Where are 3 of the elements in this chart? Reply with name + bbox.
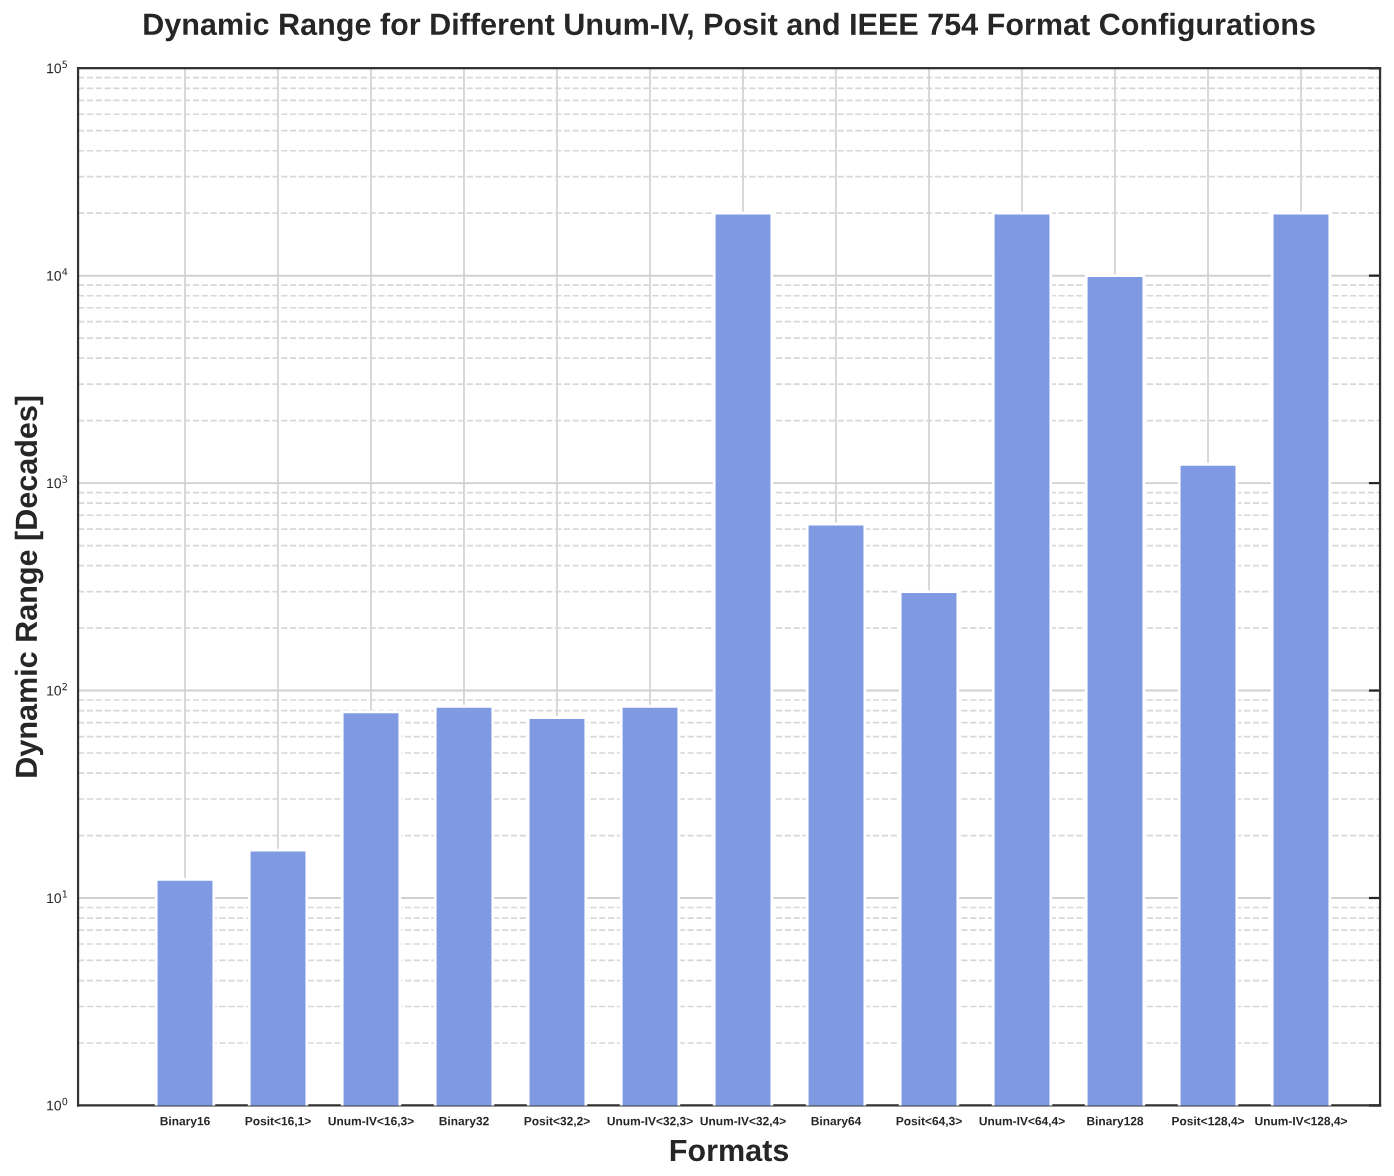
y-axis-title: Dynamic Range [Decades] bbox=[14, 396, 44, 777]
chart-title: Dynamic Range for Different Unum-IV, Posit and IEEE 754 Format Configurations bbox=[144, 12, 1315, 42]
x-axis-title: Formats bbox=[670, 1139, 789, 1162]
